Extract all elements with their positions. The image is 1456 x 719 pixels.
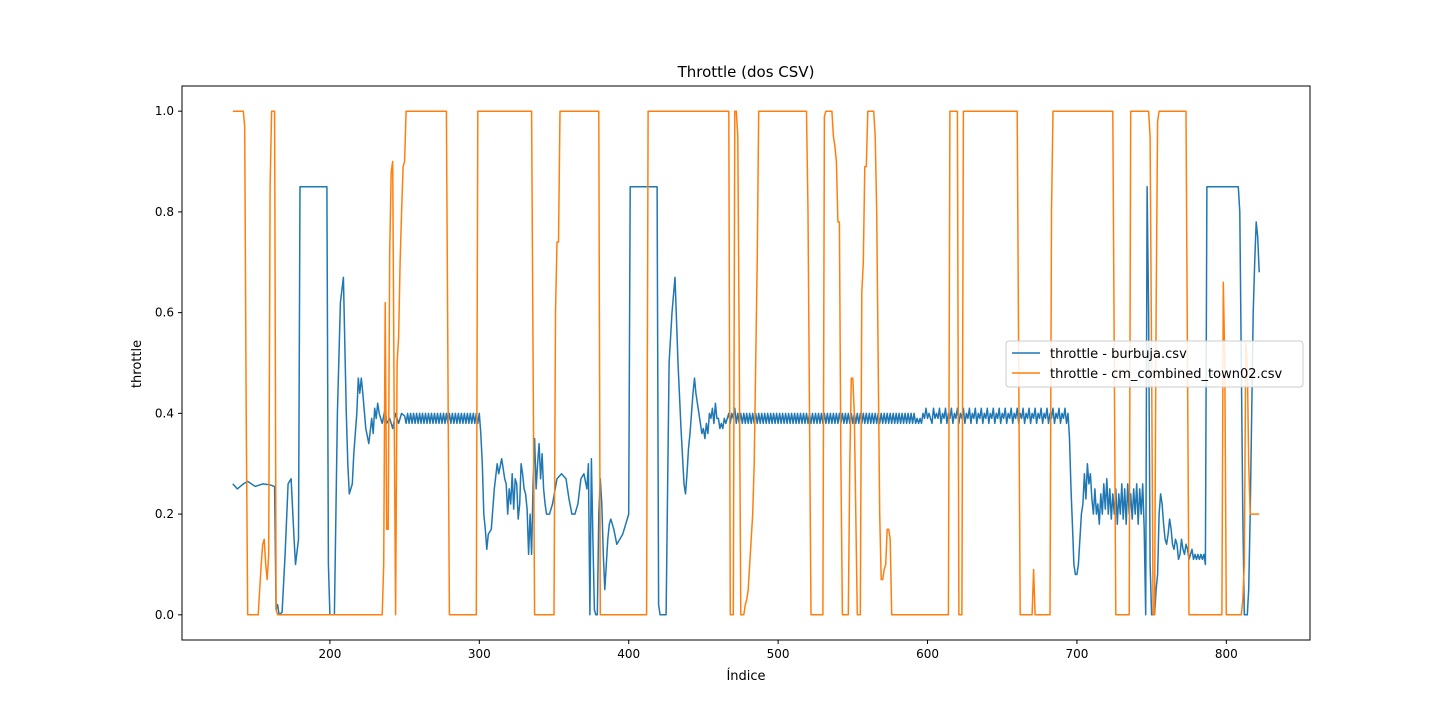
x-tick-label: 800: [1215, 647, 1238, 661]
legend-box: [1005, 340, 1304, 388]
series-line-1: [232, 185, 1260, 616]
legend-label-2: throttle - cm_combined_town02.csv: [1050, 367, 1283, 382]
x-tick-label: 400: [617, 647, 640, 661]
y-tick-label: 0.2: [155, 507, 174, 521]
y-tick-label: 1.0: [155, 104, 174, 118]
x-tick-label: 200: [318, 647, 341, 661]
x-tick-label: 500: [767, 647, 790, 661]
legend: throttle - burbuja.csv throttle - cm_comb…: [1005, 340, 1304, 388]
series-layer: [232, 110, 1260, 616]
y-tick-label: 0.8: [155, 205, 174, 219]
y-axis: 0.0 0.2 0.4 0.6 0.8 1.0: [155, 104, 182, 622]
x-axis: 200 300 400 500 600 700 800: [318, 640, 1238, 661]
y-tick-label: 0.6: [155, 306, 174, 320]
y-tick-label: 0.4: [155, 406, 174, 420]
chart-title: Throttle (dos CSV): [677, 63, 815, 81]
legend-label-1: throttle - burbuja.csv: [1050, 347, 1187, 362]
series-line-2: [232, 110, 1260, 616]
y-axis-label: throttle: [130, 340, 145, 388]
x-tick-label: 700: [1065, 647, 1088, 661]
x-tick-label: 600: [916, 647, 939, 661]
y-tick-label: 0.0: [155, 608, 174, 622]
plot-frame: [181, 85, 1311, 641]
x-tick-label: 300: [468, 647, 491, 661]
x-axis-label: Índice: [726, 668, 765, 684]
